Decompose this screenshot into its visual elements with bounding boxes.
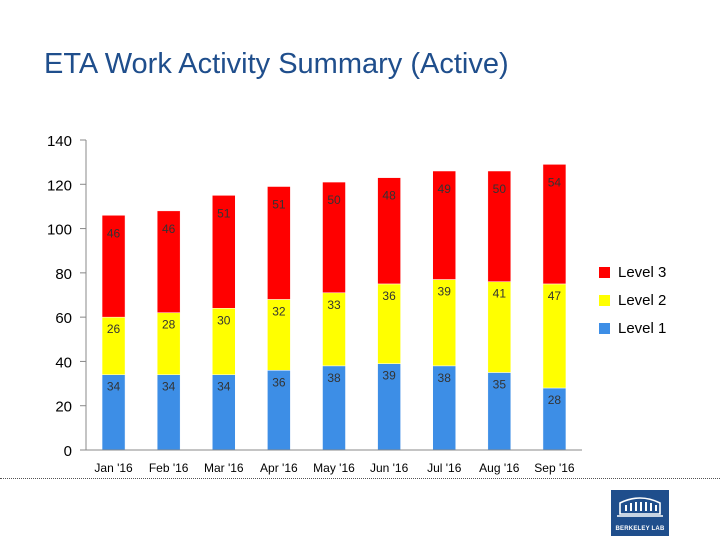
legend-swatch xyxy=(599,323,610,334)
data-label: 50 xyxy=(493,182,507,196)
x-tick-label: Feb '16 xyxy=(149,461,189,475)
data-label: 46 xyxy=(107,226,121,240)
legend-swatch xyxy=(599,267,610,278)
legend-label: Level 3 xyxy=(618,264,666,281)
bar-segment xyxy=(267,186,291,300)
data-label: 54 xyxy=(548,175,562,189)
data-label: 46 xyxy=(162,222,176,236)
x-tick-label: May '16 xyxy=(313,461,355,475)
bar-segment xyxy=(322,181,346,294)
data-label: 36 xyxy=(382,289,396,303)
y-tick-label: 20 xyxy=(55,399,72,416)
data-label: 26 xyxy=(107,322,121,336)
data-label: 32 xyxy=(272,304,286,318)
x-tick-label: Jun '16 xyxy=(370,461,409,475)
legend-label: Level 1 xyxy=(618,320,666,337)
data-label: 30 xyxy=(217,313,231,327)
data-label: 51 xyxy=(217,206,231,220)
data-label: 51 xyxy=(272,198,286,212)
building-icon xyxy=(617,497,663,517)
x-tick-label: Sep '16 xyxy=(534,461,575,475)
y-tick-label: 100 xyxy=(47,222,72,239)
berkeley-lab-logo: BERKELEY LAB xyxy=(611,490,669,536)
x-tick-label: Mar '16 xyxy=(204,461,244,475)
data-label: 50 xyxy=(327,193,341,207)
data-label: 39 xyxy=(382,369,396,383)
data-label: 28 xyxy=(162,318,176,332)
y-tick-label: 120 xyxy=(47,177,72,194)
data-label: 34 xyxy=(162,380,176,394)
logo-wordmark: BERKELEY LAB xyxy=(615,526,665,532)
y-tick-label: 40 xyxy=(55,354,72,371)
data-label: 39 xyxy=(438,285,452,299)
bar-segment xyxy=(101,215,126,318)
data-label: 36 xyxy=(272,375,286,389)
bar-segment xyxy=(542,164,567,285)
x-tick-label: Aug '16 xyxy=(479,461,520,475)
bar-segment xyxy=(212,195,236,309)
x-tick-label: Jan '16 xyxy=(94,461,133,475)
y-tick-label: 60 xyxy=(55,310,72,327)
x-tick-label: Apr '16 xyxy=(260,461,298,475)
data-label: 49 xyxy=(438,182,452,196)
data-label: 38 xyxy=(327,371,341,385)
data-label: 33 xyxy=(327,298,341,312)
y-tick-label: 0 xyxy=(64,443,72,460)
data-label: 47 xyxy=(548,289,562,303)
data-label: 41 xyxy=(493,287,507,301)
bar-segment xyxy=(432,170,456,280)
data-label: 38 xyxy=(438,371,452,385)
data-label: 34 xyxy=(217,380,231,394)
data-label: 28 xyxy=(548,393,562,407)
data-label: 48 xyxy=(382,189,396,203)
legend-label: Level 2 xyxy=(618,292,666,309)
bar-segment xyxy=(487,170,512,282)
footer-divider xyxy=(0,478,720,479)
x-tick-label: Jul '16 xyxy=(427,461,462,475)
y-tick-label: 140 xyxy=(47,133,72,150)
legend-swatch xyxy=(599,295,610,306)
data-label: 34 xyxy=(107,380,121,394)
bar-segment xyxy=(156,210,181,313)
slide-title: ETA Work Activity Summary (Active) xyxy=(44,48,509,80)
stacked-bar-chart: 0 20 40 60 80 100 120 140 34 26 46 Jan '16 34 28 46 Feb… xyxy=(47,133,666,475)
bar-segment xyxy=(377,177,401,285)
y-tick-label: 80 xyxy=(55,266,72,283)
data-label: 35 xyxy=(493,378,507,392)
